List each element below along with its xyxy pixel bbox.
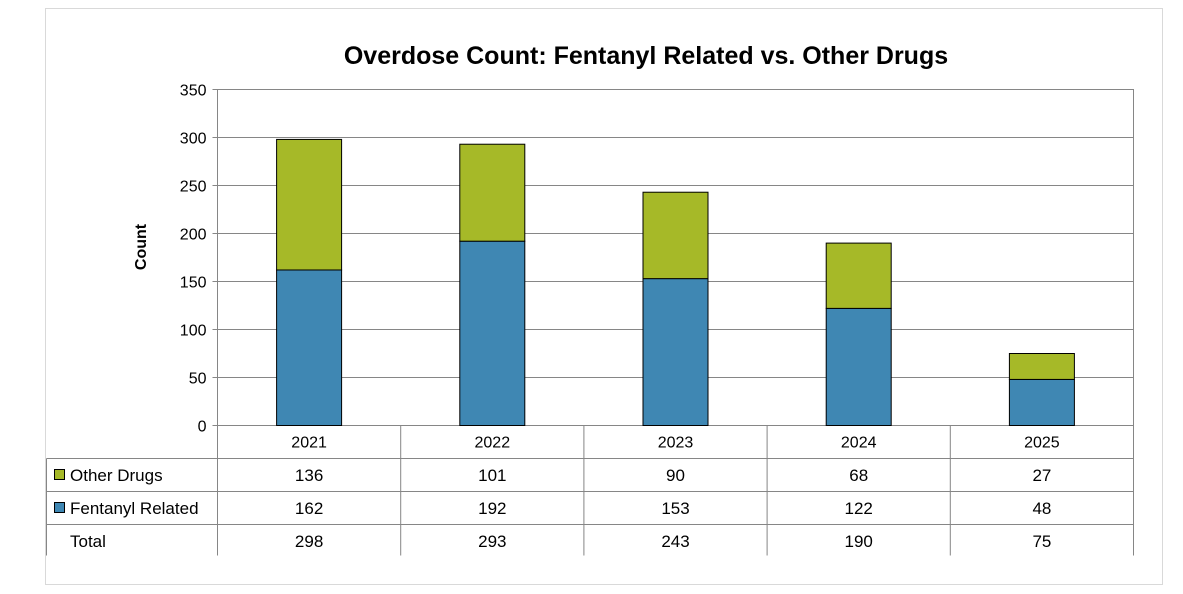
- y-tick-label: 250: [180, 179, 207, 196]
- table-cell-value: 243: [661, 532, 689, 551]
- table-cell-value: 153: [661, 499, 689, 518]
- y-tick-label: 300: [180, 131, 207, 148]
- table-cell-value: 68: [849, 466, 868, 485]
- legend-key: [54, 502, 65, 513]
- x-tick-label: 2025: [1024, 435, 1060, 452]
- table-cell-value: 190: [845, 532, 873, 551]
- table-row-label: Fentanyl Related: [70, 499, 199, 518]
- y-tick-label: 200: [180, 227, 207, 244]
- bar-other-drugs: [276, 138, 343, 271]
- table-cell-value: 27: [1032, 466, 1051, 485]
- bar-other-drugs: [1008, 353, 1075, 380]
- y-tick-label: 0: [198, 419, 207, 436]
- chart-frame: [45, 8, 1163, 585]
- bar-fentanyl-related: [1008, 378, 1075, 427]
- x-tick-label: 2021: [291, 435, 327, 452]
- y-axis: 0 50 100 150 200 250 300 350: [180, 83, 218, 436]
- x-tick-label: 2023: [658, 435, 694, 452]
- bar-fentanyl-related: [276, 269, 343, 427]
- table-cell-value: 75: [1032, 532, 1051, 551]
- table-cell-value: 48: [1032, 499, 1051, 518]
- bar-fentanyl-related: [825, 307, 892, 427]
- x-tick-label: 2024: [841, 435, 877, 452]
- table-cell-value: 298: [295, 532, 323, 551]
- bar-other-drugs: [642, 191, 709, 280]
- table-cell-value: 162: [295, 499, 323, 518]
- bar-fentanyl-related: [459, 240, 526, 426]
- bar-other-drugs: [459, 143, 526, 242]
- table-cell-value: 101: [478, 466, 506, 485]
- y-tick-label: 150: [180, 275, 207, 292]
- table-row-label: Total: [70, 532, 106, 551]
- table-cell-value: 122: [845, 499, 873, 518]
- bars: [276, 138, 1075, 427]
- y-axis-label: Count: [133, 223, 150, 270]
- bar-fentanyl-related: [642, 278, 709, 426]
- x-tick-label: 2022: [475, 435, 511, 452]
- table-cell-value: 293: [478, 532, 506, 551]
- table-cell-value: 192: [478, 499, 506, 518]
- table-cell-value: 90: [666, 466, 685, 485]
- bar-other-drugs: [825, 242, 892, 309]
- data-table: 2021 2022 2023 2024 2025 Other Drugs 136 101 90 6…: [46, 425, 1134, 556]
- chart-title: Overdose Count: Fentanyl Related vs. Oth…: [344, 42, 948, 70]
- y-tick-label: 100: [180, 323, 207, 340]
- y-tick-label: 50: [189, 371, 207, 388]
- y-tick-label: 350: [180, 83, 207, 100]
- legend-key: [54, 469, 65, 480]
- table-row-label: Other Drugs: [70, 466, 163, 485]
- table-cell-value: 136: [295, 466, 323, 485]
